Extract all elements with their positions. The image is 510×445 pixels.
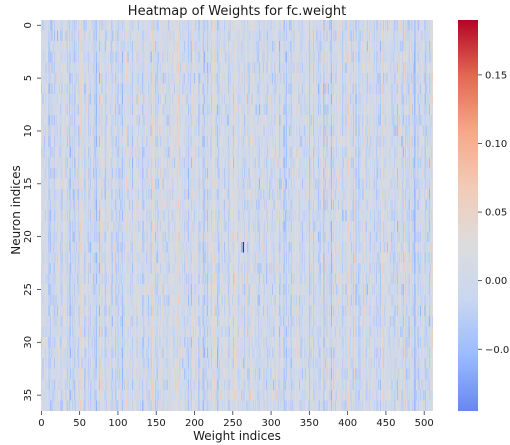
y-axis-ticks: 0 5 10 15 20 25 30 35 bbox=[23, 22, 41, 402]
y-tick-label: 0 bbox=[23, 22, 34, 28]
colorbar-ticks: −0.05 0.00 0.05 0.10 0.15 bbox=[478, 70, 510, 356]
x-tick-label: 100 bbox=[108, 418, 127, 429]
x-tick-label: 350 bbox=[300, 418, 319, 429]
x-tick-label: 250 bbox=[223, 418, 242, 429]
y-axis-label: Neuron indices bbox=[9, 165, 23, 255]
colorbar-tick-label: 0.00 bbox=[485, 276, 507, 287]
y-tick-label: 25 bbox=[23, 283, 34, 296]
x-tick-label: 500 bbox=[415, 418, 434, 429]
colorbar-tick-label: 0.10 bbox=[485, 139, 507, 150]
x-axis-label: Weight indices bbox=[193, 429, 281, 443]
x-tick-label: 400 bbox=[338, 418, 357, 429]
chart-title: Heatmap of Weights for fc.weight bbox=[128, 4, 346, 19]
y-tick-label: 35 bbox=[23, 389, 34, 402]
y-tick-label: 20 bbox=[23, 230, 34, 243]
colorbar-tick-label: 0.05 bbox=[485, 208, 507, 219]
x-tick-label: 450 bbox=[376, 418, 395, 429]
colorbar-tick-label: 0.15 bbox=[485, 70, 507, 81]
x-tick-label: 150 bbox=[147, 418, 166, 429]
x-tick-label: 50 bbox=[73, 418, 86, 429]
x-tick-label: 0 bbox=[38, 418, 44, 429]
heatmap-image bbox=[41, 20, 433, 411]
x-axis-ticks: 0 50 100 150 200 250 300 350 400 450 500 bbox=[38, 411, 434, 429]
colorbar bbox=[458, 20, 478, 411]
y-tick-label: 5 bbox=[23, 75, 34, 81]
colorbar-tick-label: −0.05 bbox=[485, 345, 510, 356]
y-tick-label: 15 bbox=[23, 177, 34, 190]
x-tick-label: 200 bbox=[185, 418, 204, 429]
y-tick-label: 10 bbox=[23, 125, 34, 138]
heatmap-cells bbox=[41, 20, 433, 411]
x-tick-label: 300 bbox=[262, 418, 281, 429]
y-tick-label: 30 bbox=[23, 336, 34, 349]
